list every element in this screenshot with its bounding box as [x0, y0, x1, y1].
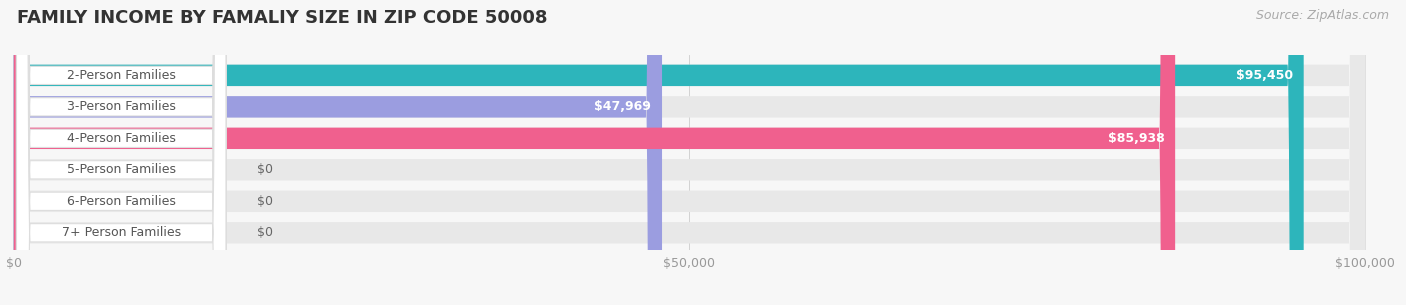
FancyBboxPatch shape [17, 0, 226, 305]
FancyBboxPatch shape [17, 0, 226, 305]
Text: FAMILY INCOME BY FAMALIY SIZE IN ZIP CODE 50008: FAMILY INCOME BY FAMALIY SIZE IN ZIP COD… [17, 9, 547, 27]
Text: $0: $0 [257, 163, 273, 176]
Text: $95,450: $95,450 [1236, 69, 1294, 82]
Text: Source: ZipAtlas.com: Source: ZipAtlas.com [1256, 9, 1389, 22]
FancyBboxPatch shape [14, 0, 662, 305]
Text: 3-Person Families: 3-Person Families [67, 100, 176, 113]
Text: 2-Person Families: 2-Person Families [67, 69, 176, 82]
Text: 5-Person Families: 5-Person Families [66, 163, 176, 176]
FancyBboxPatch shape [14, 0, 1175, 305]
FancyBboxPatch shape [14, 0, 1365, 305]
FancyBboxPatch shape [14, 0, 1365, 305]
FancyBboxPatch shape [14, 0, 1365, 305]
FancyBboxPatch shape [14, 0, 1365, 305]
Text: 7+ Person Families: 7+ Person Families [62, 226, 181, 239]
Text: $47,969: $47,969 [595, 100, 651, 113]
FancyBboxPatch shape [14, 0, 1365, 305]
FancyBboxPatch shape [14, 0, 1365, 305]
Text: $0: $0 [257, 226, 273, 239]
Text: 6-Person Families: 6-Person Families [67, 195, 176, 208]
Text: $85,938: $85,938 [1108, 132, 1164, 145]
Text: $0: $0 [257, 195, 273, 208]
FancyBboxPatch shape [14, 0, 1303, 305]
FancyBboxPatch shape [17, 0, 226, 305]
Text: 4-Person Families: 4-Person Families [67, 132, 176, 145]
FancyBboxPatch shape [17, 0, 226, 305]
FancyBboxPatch shape [17, 0, 226, 305]
FancyBboxPatch shape [17, 0, 226, 305]
